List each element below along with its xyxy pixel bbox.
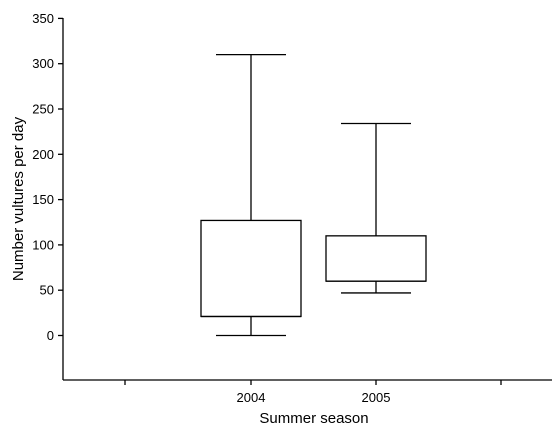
x-axis: 2004 2005	[63, 379, 552, 405]
y-tick-label: 300	[32, 56, 54, 71]
x-tick-label: 2004	[237, 390, 266, 405]
box-2005	[325, 122, 427, 294]
y-axis: 0 50 100 150 200 250 300 350	[32, 11, 64, 380]
y-tick-label: 350	[32, 11, 54, 26]
box-series	[200, 53, 427, 337]
y-axis-title: Number vultures per day	[10, 116, 27, 281]
interquartile-box	[200, 219, 302, 318]
y-tick-label: 200	[32, 147, 54, 162]
interquartile-box	[325, 235, 427, 282]
x-axis-title: Summer season	[259, 410, 368, 427]
y-tick-label: 100	[32, 237, 54, 252]
y-tick-label: 0	[47, 328, 54, 343]
box-2004	[200, 53, 302, 337]
x-tick-label: 2005	[362, 390, 391, 405]
y-tick-label: 50	[40, 283, 54, 298]
y-tick-label: 250	[32, 102, 54, 117]
y-tick-label: 150	[32, 192, 54, 207]
